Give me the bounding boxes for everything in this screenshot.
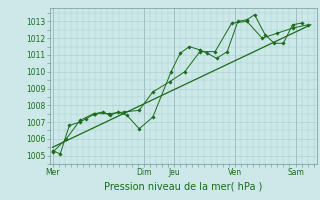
X-axis label: Pression niveau de la mer( hPa ): Pression niveau de la mer( hPa ) bbox=[104, 181, 262, 191]
